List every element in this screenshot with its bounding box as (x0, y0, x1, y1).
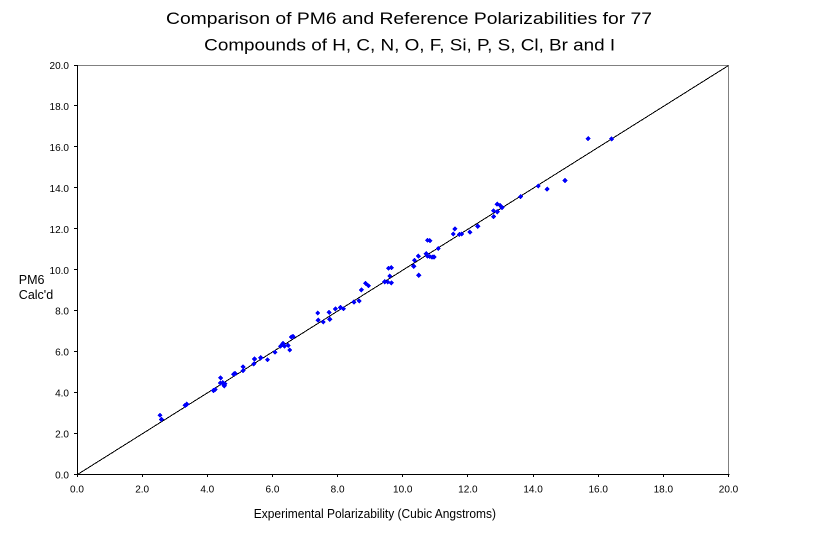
svg-text:Calc'd: Calc'd (19, 288, 53, 302)
svg-text:8.0: 8.0 (331, 485, 345, 496)
svg-text:20.0: 20.0 (50, 61, 70, 72)
svg-text:0.0: 0.0 (70, 485, 84, 496)
svg-text:8.0: 8.0 (55, 307, 69, 318)
svg-text:4.0: 4.0 (55, 389, 69, 400)
svg-text:Experimental Polarizability (C: Experimental Polarizability (Cubic Angst… (254, 507, 496, 521)
svg-text:0.0: 0.0 (55, 471, 69, 482)
svg-text:PM6: PM6 (19, 273, 45, 287)
svg-text:14.0: 14.0 (523, 485, 543, 496)
svg-text:Compounds of H, C, N, O, F, Si: Compounds of H, C, N, O, F, Si, P, S, Cl… (204, 37, 615, 55)
svg-text:6.0: 6.0 (55, 348, 69, 359)
svg-text:12.0: 12.0 (50, 225, 70, 236)
svg-text:4.0: 4.0 (200, 485, 214, 496)
svg-text:Comparison of PM6 and Referenc: Comparison of PM6 and Reference Polariza… (166, 10, 652, 28)
svg-text:16.0: 16.0 (50, 143, 70, 154)
svg-text:16.0: 16.0 (588, 485, 608, 496)
svg-text:10.0: 10.0 (50, 266, 70, 277)
svg-text:6.0: 6.0 (265, 485, 279, 496)
svg-text:2.0: 2.0 (135, 485, 149, 496)
svg-text:12.0: 12.0 (458, 485, 478, 496)
svg-text:20.0: 20.0 (719, 485, 739, 496)
svg-text:14.0: 14.0 (50, 184, 70, 195)
svg-text:2.0: 2.0 (55, 430, 69, 441)
svg-text:10.0: 10.0 (393, 485, 413, 496)
svg-text:18.0: 18.0 (654, 485, 674, 496)
svg-text:18.0: 18.0 (50, 102, 70, 113)
